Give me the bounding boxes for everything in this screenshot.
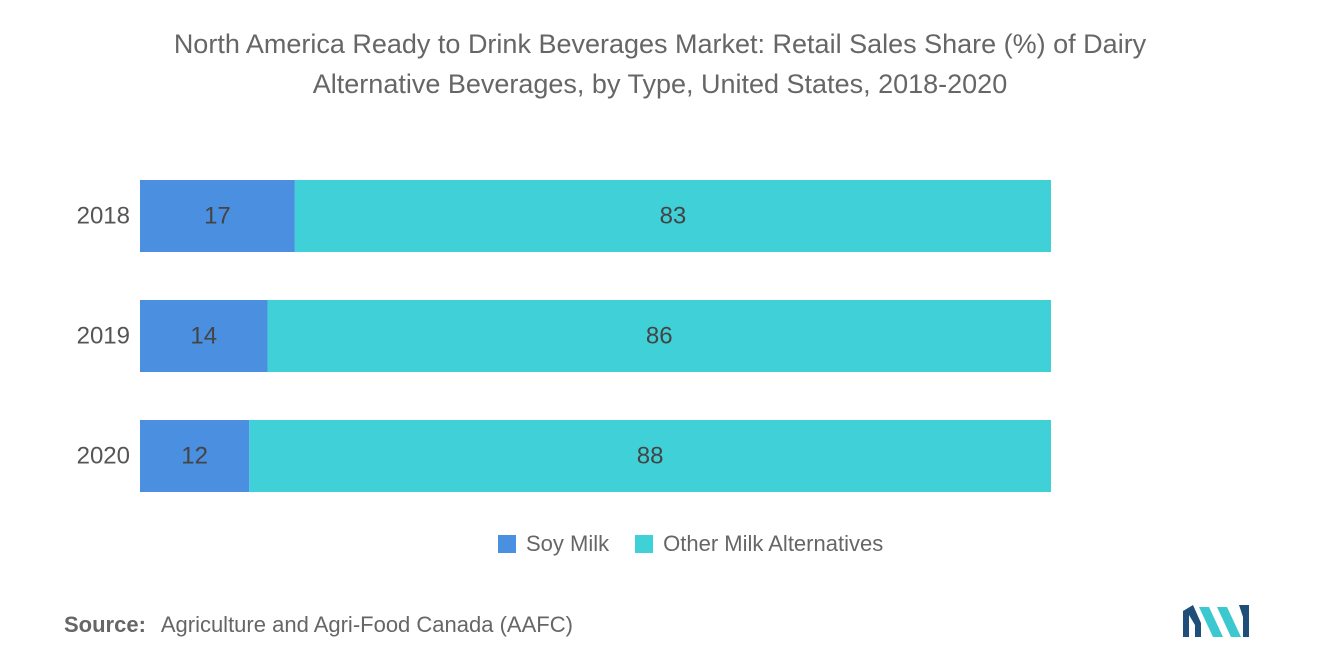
source-label: Source: bbox=[64, 612, 146, 637]
data-label-soy-milk-2020: 12 bbox=[181, 443, 208, 470]
source-note: Source: Agriculture and Agri-Food Canada… bbox=[64, 612, 573, 638]
data-label-other-milk-alternatives-2019: 86 bbox=[646, 323, 673, 350]
source-text: Agriculture and Agri-Food Canada (AAFC) bbox=[160, 612, 573, 637]
chart-title-line-2: Alternative Beverages, by Type, United S… bbox=[312, 69, 1008, 99]
bar-soy-milk-2020 bbox=[140, 420, 250, 492]
bar-soy-milk-2019 bbox=[140, 300, 268, 372]
data-label-other-milk-alternatives-2020: 88 bbox=[637, 443, 664, 470]
legend-swatch-other-milk-alternatives bbox=[635, 535, 654, 553]
bar-soy-milk-2018 bbox=[140, 180, 295, 252]
bar-other-milk-alternatives-2019 bbox=[267, 300, 1051, 372]
y-tick-label-2019: 2019 bbox=[77, 323, 130, 350]
y-tick-label-2018: 2018 bbox=[77, 203, 130, 230]
mordor-intelligence-logo-icon bbox=[1183, 603, 1251, 644]
legend-swatch-soy-milk bbox=[498, 535, 516, 553]
chart-title-line-1: North America Ready to Drink Beverages M… bbox=[173, 29, 1147, 59]
chart-title: North America Ready to Drink Beverages M… bbox=[60, 24, 1260, 104]
legend-item-soy-milk: Soy Milk bbox=[498, 531, 609, 557]
bar-other-milk-alternatives-2018 bbox=[294, 180, 1051, 252]
y-tick-label-2020: 2020 bbox=[77, 443, 130, 470]
data-label-other-milk-alternatives-2018: 83 bbox=[660, 203, 687, 230]
legend-item-other-milk-alternatives: Other Milk Alternatives bbox=[635, 531, 883, 557]
data-label-soy-milk-2018: 17 bbox=[204, 203, 231, 230]
bar-other-milk-alternatives-2020 bbox=[249, 420, 1051, 492]
legend-label-soy-milk: Soy Milk bbox=[526, 531, 610, 556]
data-label-soy-milk-2019: 14 bbox=[190, 323, 217, 350]
stacked-bar-chart: 2018 17 83 2019 14 86 2020 12 88 bbox=[77, 180, 1051, 492]
legend-label-other-milk-alternatives: Other Milk Alternatives bbox=[663, 531, 884, 556]
chart-legend: Soy Milk Other Milk Alternatives bbox=[498, 531, 909, 557]
